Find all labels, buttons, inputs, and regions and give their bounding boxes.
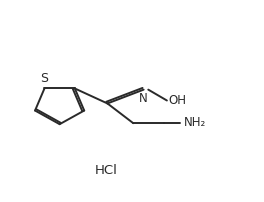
Text: S: S: [40, 71, 49, 84]
Text: HCl: HCl: [95, 163, 117, 176]
Text: N: N: [139, 91, 148, 104]
Text: OH: OH: [169, 94, 187, 106]
Text: NH₂: NH₂: [184, 115, 206, 128]
